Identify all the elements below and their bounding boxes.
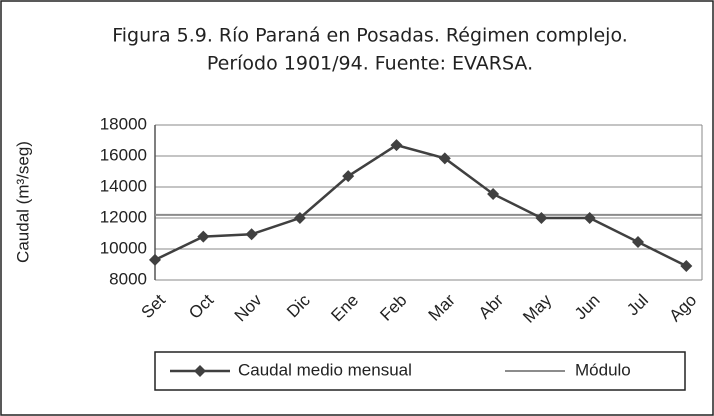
marker bbox=[293, 212, 306, 224]
marker bbox=[680, 260, 693, 273]
marker bbox=[438, 152, 451, 165]
y-tick-label: 12000 bbox=[100, 207, 147, 226]
y-tick-label: 14000 bbox=[100, 176, 147, 195]
marker bbox=[535, 212, 548, 224]
marker bbox=[342, 170, 355, 183]
legend bbox=[154, 351, 686, 391]
legend-label: Caudal medio mensual bbox=[238, 360, 412, 379]
legend-label: Módulo bbox=[575, 360, 631, 379]
y-axis-label: Caudal (m³/seg) bbox=[13, 141, 32, 263]
marker bbox=[197, 230, 210, 243]
y-tick-label: 10000 bbox=[100, 238, 147, 257]
marker bbox=[245, 228, 258, 241]
y-tick-label: 18000 bbox=[100, 114, 147, 133]
marker bbox=[583, 212, 596, 224]
y-tick-label: 8000 bbox=[109, 269, 147, 288]
chart-title: Período 1901/94. Fuente: EVARSA. bbox=[207, 53, 533, 75]
marker bbox=[632, 236, 644, 249]
marker bbox=[149, 253, 161, 266]
marker bbox=[487, 187, 500, 200]
marker bbox=[390, 139, 403, 152]
chart-title: Figura 5.9. Río Paraná en Posadas. Régim… bbox=[112, 25, 628, 47]
series-line bbox=[154, 143, 687, 268]
y-tick-label: 16000 bbox=[100, 145, 147, 164]
legend-marker bbox=[194, 365, 206, 377]
